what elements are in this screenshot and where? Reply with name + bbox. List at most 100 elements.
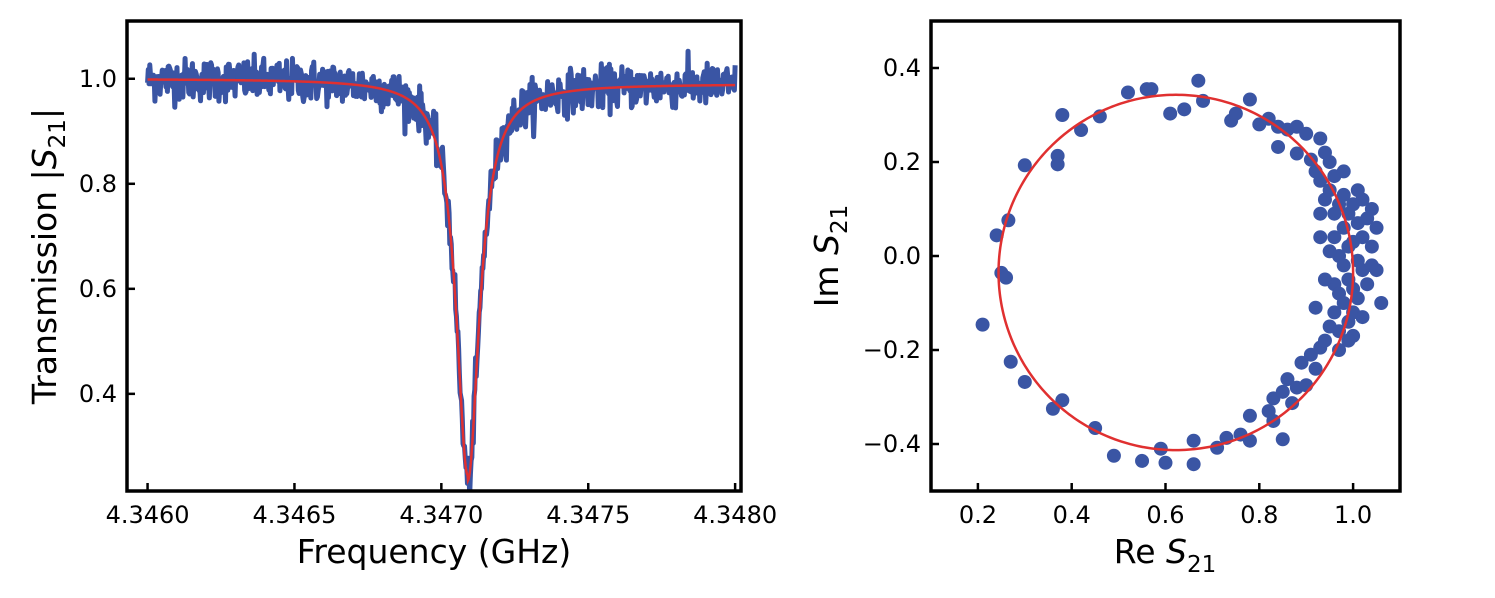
s21-data-point <box>975 317 990 332</box>
measured-transmission-line <box>145 48 738 491</box>
x-tick-label: 4.3470 <box>399 501 483 529</box>
s21-data-point <box>1327 305 1342 320</box>
s21-data-point <box>1336 164 1351 179</box>
transmission-y-label-sub: 21 <box>45 119 71 148</box>
transmission-chart: 4.3460 4.3465 4.3470 4.3475 4.3480 0.4 0.6 0.8 1… <box>25 19 777 571</box>
s21-data-point <box>1336 296 1351 310</box>
s21-data-point <box>1341 333 1356 348</box>
s21-data-point <box>1003 354 1018 369</box>
transmission-plot-frame <box>125 19 743 493</box>
s21-data-point <box>1355 310 1370 325</box>
s21-data-point <box>1322 183 1337 198</box>
s21-data-point <box>1355 230 1370 245</box>
s21-data-point <box>1369 263 1384 278</box>
s21-data-point <box>1350 291 1365 306</box>
y-tick-label: −0.2 <box>863 336 921 364</box>
transmission-y-label-main: Transmission | <box>25 169 64 405</box>
s21-data-point <box>1317 272 1332 287</box>
x-tick-label: 0.6 <box>1146 501 1184 529</box>
s21-data-point <box>989 228 1004 243</box>
x-tick-label: 4.3480 <box>693 501 777 529</box>
s21-data-point <box>999 270 1014 285</box>
s21-data-point <box>1360 277 1375 292</box>
transmission-ticks: 4.3460 4.3465 4.3470 4.3475 4.3480 0.4 0.6 0.8 1… <box>79 65 777 529</box>
s21-data-point <box>1294 355 1309 370</box>
s21-data-point <box>1327 230 1342 245</box>
transmission-y-axis-label: Transmission |S21| <box>25 108 71 405</box>
complex-plane-x-axis-label: Re S21 <box>1114 532 1216 578</box>
s21-data-point <box>1191 73 1206 88</box>
x-tick-label: 0.2 <box>959 501 997 529</box>
s21-data-point <box>1313 230 1328 245</box>
x-tick-label: 4.3460 <box>106 501 190 529</box>
complex-plane-y-label-main: Im <box>807 255 846 307</box>
s21-data-point <box>1163 106 1178 121</box>
s21-data-point <box>1322 244 1337 259</box>
s21-data-point <box>1135 453 1150 468</box>
complex-plane-chart: 0.2 0.4 0.6 0.8 1.00.40.20.0−0.2−0.4 Re S21 … <box>807 19 1402 578</box>
s21-data-point <box>1313 131 1328 146</box>
s21-data-point <box>1055 108 1070 122</box>
y-tick-label: 0.6 <box>79 275 117 303</box>
s21-data-point <box>1364 239 1379 254</box>
s21-data-point <box>1336 258 1351 273</box>
y-tick-label: 0.4 <box>883 54 921 82</box>
s21-data-point <box>1055 393 1070 408</box>
s21-data-point <box>1285 396 1300 411</box>
s21-data-point <box>1074 123 1089 138</box>
s21-data-point <box>1242 408 1257 423</box>
s21-data-point <box>1317 333 1332 348</box>
s21-data-point <box>1280 372 1295 387</box>
s21-data-point <box>1275 432 1290 447</box>
fit-transmission-line <box>147 78 736 485</box>
s21-data-point <box>1186 457 1201 472</box>
x-tick-label: 0.4 <box>1053 501 1091 529</box>
complex-plane-x-label-sub: 21 <box>1187 552 1216 578</box>
x-tick-label: 0.8 <box>1240 501 1278 529</box>
s21-data-point <box>1317 145 1332 160</box>
complex-plane-plot-frame <box>929 19 1402 493</box>
y-tick-label: 1.0 <box>79 65 117 93</box>
transmission-series-layer <box>145 48 738 491</box>
s21-data-point <box>1017 374 1032 389</box>
s21-data-point <box>1374 296 1389 310</box>
y-tick-label: 0.4 <box>79 380 117 408</box>
x-tick-label: 1.0 <box>1334 501 1372 529</box>
s21-data-point <box>1332 343 1347 357</box>
s21-data-point <box>1336 187 1351 202</box>
y-tick-label: −0.4 <box>863 430 921 458</box>
complex-plane-series-layer <box>975 73 1389 472</box>
s21-data-point <box>1120 85 1135 100</box>
y-tick-label: 0.0 <box>883 242 921 270</box>
s21-data-point <box>1228 106 1243 121</box>
x-tick-label: 4.3465 <box>252 501 336 529</box>
transmission-x-axis-label: Frequency (GHz) <box>297 532 571 571</box>
s21-data-point <box>1242 92 1257 107</box>
s21-data-point <box>1313 206 1328 221</box>
s21-data-point <box>1308 361 1323 376</box>
complex-plane-ticks: 0.2 0.4 0.6 0.8 1.0 0.4 0.2 0.0 −0.2 −0.4 <box>863 54 1372 529</box>
complex-plane-y-axis-label: Im S21 <box>807 205 853 308</box>
y-tick-label: 0.8 <box>79 170 117 198</box>
s21-data-point <box>1369 220 1384 235</box>
complex-plane-x-label-var: S <box>1166 532 1187 571</box>
transmission-y-label-end: | <box>25 108 64 119</box>
y-tick-label: 0.2 <box>883 148 921 176</box>
complex-plane-y-label-sub: 21 <box>827 205 853 234</box>
complex-plane-y-label-var: S <box>807 234 846 255</box>
x-tick-label: 4.3475 <box>546 501 630 529</box>
s21-data-point <box>1186 433 1201 448</box>
s21-data-point <box>1050 157 1065 172</box>
transmission-y-label-var: S <box>25 148 64 169</box>
s21-data-point <box>1299 126 1314 141</box>
s21-data-point <box>1144 82 1159 97</box>
s21-data-point <box>1308 300 1323 315</box>
fit-circle <box>997 93 1355 452</box>
s21-data-point <box>1313 173 1328 188</box>
s21-data-point <box>1017 158 1032 173</box>
s21-data-point <box>1350 183 1365 198</box>
s21-data-point <box>1177 102 1192 117</box>
s21-data-point <box>1158 455 1173 470</box>
s21-data-point <box>1242 433 1257 448</box>
s21-data-point <box>1106 448 1121 463</box>
